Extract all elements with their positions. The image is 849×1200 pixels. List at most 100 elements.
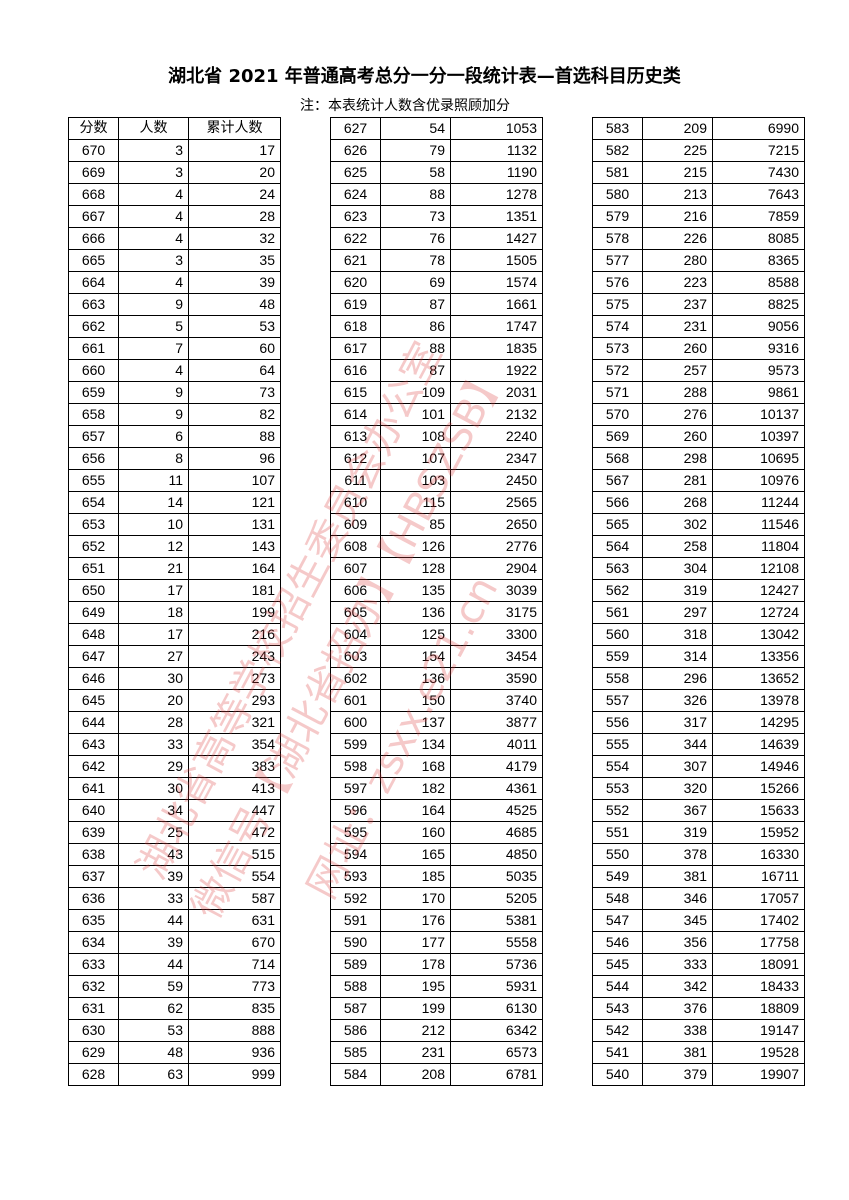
header-count: 人数 — [118, 117, 189, 140]
count-cell: 367 — [642, 799, 713, 822]
count-cell: 25 — [118, 821, 189, 844]
count-cell: 21 — [118, 557, 189, 580]
count-cell: 101 — [380, 403, 451, 426]
header-score: 分数 — [68, 117, 119, 140]
cumulative-cell: 10397 — [712, 425, 805, 448]
count-cell: 225 — [642, 139, 713, 162]
score-cell: 651 — [68, 557, 119, 580]
count-cell: 168 — [380, 755, 451, 778]
count-cell: 109 — [380, 381, 451, 404]
table-row: 628 63 999 — [68, 1063, 281, 1086]
score-cell: 658 — [68, 403, 119, 426]
table-row: 550 378 16330 — [592, 843, 805, 866]
table-row: 545 333 18091 — [592, 953, 805, 976]
cumulative-cell: 10976 — [712, 469, 805, 492]
cumulative-cell: 3175 — [450, 601, 543, 624]
table-row: 627 54 1053 — [330, 117, 543, 140]
table-row: 611 103 2450 — [330, 469, 543, 492]
table-row: 572 257 9573 — [592, 359, 805, 382]
score-cell: 663 — [68, 293, 119, 316]
table-row: 599 134 4011 — [330, 733, 543, 756]
count-cell: 29 — [118, 755, 189, 778]
table-row: 660 4 64 — [68, 359, 281, 382]
score-cell: 649 — [68, 601, 119, 624]
count-cell: 381 — [642, 865, 713, 888]
count-cell: 381 — [642, 1041, 713, 1064]
table-row: 622 76 1427 — [330, 227, 543, 250]
cumulative-cell: 2031 — [450, 381, 543, 404]
table-row: 650 17 181 — [68, 579, 281, 602]
table-row: 653 10 131 — [68, 513, 281, 536]
table-row: 656 8 96 — [68, 447, 281, 470]
count-cell: 33 — [118, 887, 189, 910]
table-row: 573 260 9316 — [592, 337, 805, 360]
score-cell: 596 — [330, 799, 381, 822]
table-row: 646 30 273 — [68, 667, 281, 690]
table-row: 548 346 17057 — [592, 887, 805, 910]
count-cell: 307 — [642, 755, 713, 778]
count-cell: 170 — [380, 887, 451, 910]
count-cell: 73 — [380, 205, 451, 228]
score-cell: 558 — [592, 667, 643, 690]
count-cell: 257 — [642, 359, 713, 382]
count-cell: 54 — [380, 117, 451, 140]
score-cell: 554 — [592, 755, 643, 778]
count-cell: 17 — [118, 579, 189, 602]
cumulative-cell: 18433 — [712, 975, 805, 998]
table-row: 557 326 13978 — [592, 689, 805, 712]
count-cell: 319 — [642, 821, 713, 844]
count-cell: 18 — [118, 601, 189, 624]
table-row: 541 381 19528 — [592, 1041, 805, 1064]
count-cell: 3 — [118, 139, 189, 162]
score-cell: 639 — [68, 821, 119, 844]
cumulative-cell: 24 — [188, 183, 281, 206]
score-cell: 646 — [68, 667, 119, 690]
score-cell: 623 — [330, 205, 381, 228]
table-row: 579 216 7859 — [592, 205, 805, 228]
count-cell: 85 — [380, 513, 451, 536]
score-cell: 611 — [330, 469, 381, 492]
table-row: 546 356 17758 — [592, 931, 805, 954]
score-cell: 608 — [330, 535, 381, 558]
score-table-3: 583 209 6990 582 225 7215 581 215 7430 580 213 7643… — [592, 117, 805, 1086]
cumulative-cell: 383 — [188, 755, 281, 778]
count-cell: 268 — [642, 491, 713, 514]
score-cell: 626 — [330, 139, 381, 162]
table-row: 625 58 1190 — [330, 161, 543, 184]
cumulative-cell: 5205 — [450, 887, 543, 910]
count-cell: 7 — [118, 337, 189, 360]
cumulative-cell: 472 — [188, 821, 281, 844]
count-cell: 34 — [118, 799, 189, 822]
cumulative-cell: 8085 — [712, 227, 805, 250]
count-cell: 53 — [118, 1019, 189, 1042]
count-cell: 185 — [380, 865, 451, 888]
score-cell: 627 — [330, 117, 381, 140]
count-cell: 176 — [380, 909, 451, 932]
table-row: 637 39 554 — [68, 865, 281, 888]
cumulative-cell: 12724 — [712, 601, 805, 624]
score-cell: 638 — [68, 843, 119, 866]
count-cell: 88 — [380, 183, 451, 206]
cumulative-cell: 4011 — [450, 733, 543, 756]
cumulative-cell: 7430 — [712, 161, 805, 184]
cumulative-cell: 10695 — [712, 447, 805, 470]
score-cell: 637 — [68, 865, 119, 888]
score-cell: 622 — [330, 227, 381, 250]
table-row: 562 319 12427 — [592, 579, 805, 602]
cumulative-cell: 273 — [188, 667, 281, 690]
table-row: 629 48 936 — [68, 1041, 281, 1064]
score-cell: 647 — [68, 645, 119, 668]
table-row: 615 109 2031 — [330, 381, 543, 404]
cumulative-cell: 131 — [188, 513, 281, 536]
cumulative-cell: 5035 — [450, 865, 543, 888]
table-row: 638 43 515 — [68, 843, 281, 866]
count-cell: 281 — [642, 469, 713, 492]
table-row: 613 108 2240 — [330, 425, 543, 448]
count-cell: 28 — [118, 711, 189, 734]
score-cell: 555 — [592, 733, 643, 756]
score-cell: 598 — [330, 755, 381, 778]
cumulative-cell: 7643 — [712, 183, 805, 206]
cumulative-cell: 1278 — [450, 183, 543, 206]
table-row: 583 209 6990 — [592, 117, 805, 140]
table-row: 643 33 354 — [68, 733, 281, 756]
